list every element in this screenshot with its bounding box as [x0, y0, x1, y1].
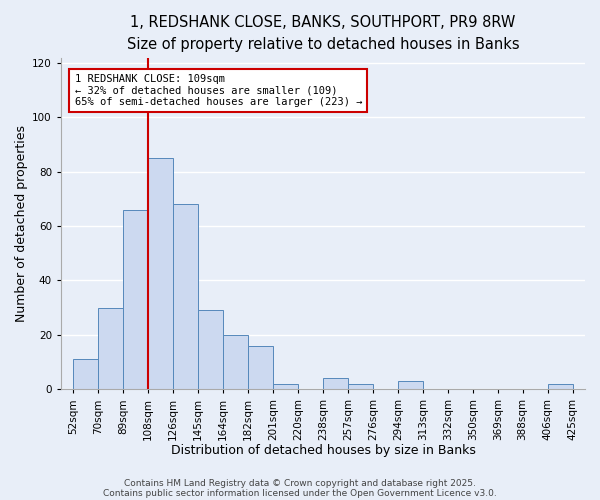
Bar	[98, 308, 124, 389]
Bar	[148, 158, 173, 389]
Bar	[173, 204, 198, 389]
Bar	[73, 360, 98, 389]
Title: 1, REDSHANK CLOSE, BANKS, SOUTHPORT, PR9 8RW
Size of property relative to detach: 1, REDSHANK CLOSE, BANKS, SOUTHPORT, PR9…	[127, 15, 519, 52]
Bar	[348, 384, 373, 389]
Bar	[273, 384, 298, 389]
Bar	[323, 378, 348, 389]
Bar	[223, 335, 248, 389]
Bar	[548, 384, 572, 389]
Bar	[124, 210, 148, 389]
Text: 1 REDSHANK CLOSE: 109sqm
← 32% of detached houses are smaller (109)
65% of semi-: 1 REDSHANK CLOSE: 109sqm ← 32% of detach…	[74, 74, 362, 107]
Text: Contains HM Land Registry data © Crown copyright and database right 2025.: Contains HM Land Registry data © Crown c…	[124, 478, 476, 488]
Text: Contains public sector information licensed under the Open Government Licence v3: Contains public sector information licen…	[103, 488, 497, 498]
X-axis label: Distribution of detached houses by size in Banks: Distribution of detached houses by size …	[170, 444, 475, 458]
Bar	[248, 346, 273, 389]
Bar	[398, 381, 423, 389]
Bar	[198, 310, 223, 389]
Y-axis label: Number of detached properties: Number of detached properties	[15, 125, 28, 322]
